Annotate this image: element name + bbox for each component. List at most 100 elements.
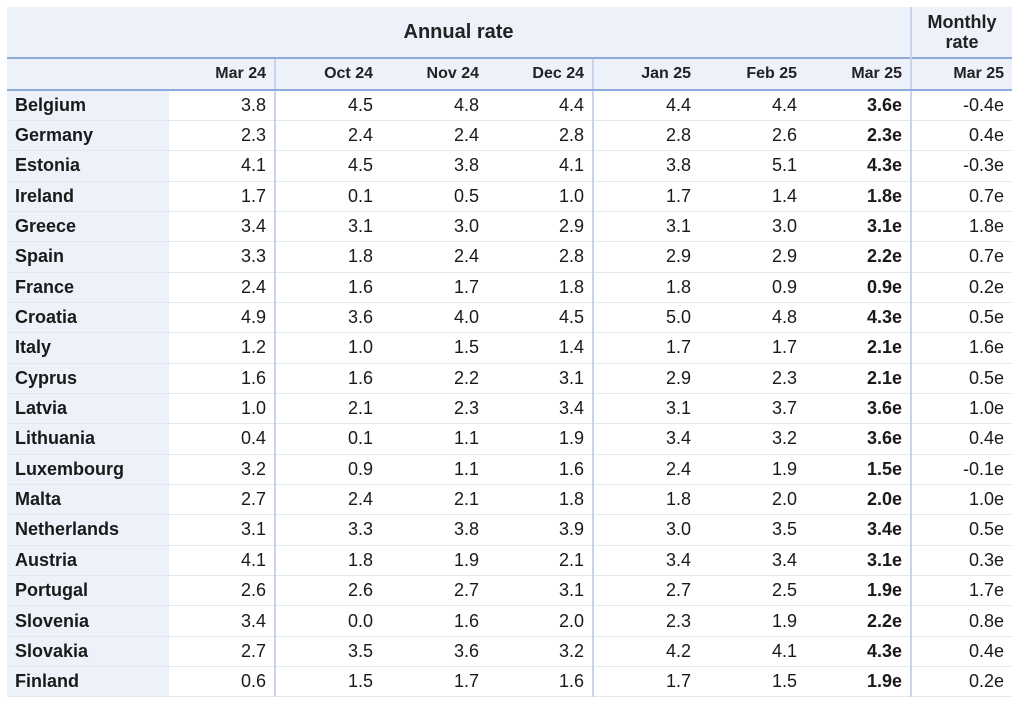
monthly-rate-cell: 0.5e (910, 514, 1013, 546)
country-label: Ireland (7, 181, 169, 212)
country-label: Finland (7, 666, 169, 698)
annual-rate-cell: 1.8 (592, 272, 699, 303)
annual-rate-header: Annual rate (7, 7, 912, 58)
annual-rate-cell: 2.0 (487, 605, 593, 637)
monthly-rate-cell: 0.7e (910, 181, 1013, 212)
monthly-rate-cell: -0.4e (910, 90, 1013, 121)
annual-rate-cell: 4.3e (805, 150, 912, 182)
country-label: Slovakia (7, 636, 169, 668)
annual-rate-cell: 3.1 (592, 211, 699, 243)
annual-rate-cell: 1.0 (487, 181, 593, 212)
annual-rate-cell: 3.6e (805, 90, 912, 121)
monthly-rate-cell: 0.4e (910, 120, 1013, 152)
country-label: Luxembourg (7, 454, 169, 485)
annual-rate-cell: 4.4 (592, 90, 699, 121)
monthly-rate-cell: 0.5e (910, 302, 1013, 334)
annual-rate-cell: 4.5 (274, 150, 381, 182)
annual-rate-cell: 1.6 (274, 272, 381, 303)
monthly-rate-header: Monthly rate (910, 7, 1013, 58)
table-row: Finland 0.6 1.5 1.7 1.6 1.7 1.5 1.9e 0.2e (7, 666, 1013, 698)
annual-rate-cell: 4.1 (699, 636, 805, 668)
table-row: Italy 1.2 1.0 1.5 1.4 1.7 1.7 2.1e 1.6e (7, 332, 1013, 364)
annual-rate-cell: 4.2 (592, 636, 699, 668)
monthly-rate-cell: 0.4e (910, 423, 1013, 455)
annual-rate-cell: 4.3e (805, 636, 912, 668)
annual-rate-cell: 2.1 (487, 545, 593, 577)
annual-rate-cell: 2.2 (381, 363, 487, 394)
annual-rate-cell: 1.0 (169, 393, 275, 425)
annual-rate-cell: 3.7 (699, 393, 805, 425)
annual-rate-cell: 3.1 (487, 575, 593, 607)
annual-rate-cell: 2.4 (274, 120, 381, 152)
table-row: Cyprus 1.6 1.6 2.2 3.1 2.9 2.3 2.1e 0.5e (7, 363, 1013, 394)
annual-rate-cell: 3.1 (169, 514, 275, 546)
annual-rate-cell: 2.4 (592, 454, 699, 485)
annual-rate-cell: 1.9 (699, 605, 805, 637)
monthly-rate-cell: -0.3e (910, 150, 1013, 182)
annual-rate-cell: 1.0 (274, 332, 381, 364)
annual-rate-cell: 4.4 (699, 90, 805, 121)
annual-rate-cell: 2.0e (805, 484, 912, 516)
annual-rate-cell: 3.4 (169, 211, 275, 243)
annual-rate-cell: 3.1 (487, 363, 593, 394)
annual-rate-cell: 3.5 (699, 514, 805, 546)
annual-rate-cell: 1.8e (805, 181, 912, 212)
annual-rate-cell: 3.5 (274, 636, 381, 668)
annual-rate-cell: 2.3e (805, 120, 912, 152)
monthly-rate-header-line1: Monthly (927, 12, 997, 32)
annual-rate-cell: 3.2 (487, 636, 593, 668)
annual-rate-cell: 2.8 (592, 120, 699, 152)
table-row: Luxembourg 3.2 0.9 1.1 1.6 2.4 1.9 1.5e -0.1e (7, 454, 1013, 485)
annual-rate-cell: 3.4 (169, 605, 275, 637)
annual-rate-cell: 3.1 (592, 393, 699, 425)
annual-rate-cell: 0.9 (699, 272, 805, 303)
monthly-rate-cell: 0.2e (910, 272, 1013, 303)
annual-rate-cell: 2.6 (274, 575, 381, 607)
table-row: Germany 2.3 2.4 2.4 2.8 2.8 2.6 2.3e 0.4e (7, 120, 1013, 152)
annual-rate-cell: 3.9 (487, 514, 593, 546)
col-header-mar-25-monthly: Mar 25 (910, 57, 1013, 91)
annual-rate-cell: 2.1e (805, 363, 912, 394)
annual-rate-cell: 1.9 (381, 545, 487, 577)
annual-rate-cell: 4.8 (381, 90, 487, 121)
annual-rate-cell: 2.5 (699, 575, 805, 607)
table-row: Greece 3.4 3.1 3.0 2.9 3.1 3.0 3.1e 1.8e (7, 211, 1013, 243)
monthly-rate-cell: 1.7e (910, 575, 1013, 607)
country-label: Germany (7, 120, 169, 152)
annual-rate-cell: 1.7 (169, 181, 275, 212)
monthly-rate-cell: 1.0e (910, 484, 1013, 516)
annual-rate-cell: 1.7 (592, 181, 699, 212)
annual-rate-cell: 0.6 (169, 666, 275, 698)
country-label: Slovenia (7, 605, 169, 637)
annual-rate-cell: 3.4 (699, 545, 805, 577)
country-label: Cyprus (7, 363, 169, 394)
annual-rate-cell: 1.4 (487, 332, 593, 364)
annual-rate-cell: 2.4 (169, 272, 275, 303)
annual-rate-cell: 2.7 (169, 484, 275, 516)
annual-rate-cell: 1.7 (381, 272, 487, 303)
annual-rate-cell: 4.9 (169, 302, 275, 334)
table-row: Slovenia 3.4 0.0 1.6 2.0 2.3 1.9 2.2e 0.8e (7, 605, 1013, 637)
country-label: Croatia (7, 302, 169, 334)
annual-rate-cell: 2.3 (381, 393, 487, 425)
annual-rate-cell: 1.2 (169, 332, 275, 364)
annual-rate-cell: 1.7 (592, 666, 699, 698)
annual-rate-cell: 1.6 (169, 363, 275, 394)
monthly-rate-header-line2: rate (945, 32, 979, 52)
month-header-row: Mar 24 Oct 24 Nov 24 Dec 24 Jan 25 Feb 2… (7, 57, 1013, 91)
annual-rate-cell: 3.4e (805, 514, 912, 546)
annual-rate-cell: 1.9e (805, 575, 912, 607)
annual-rate-cell: 1.1 (381, 454, 487, 485)
annual-rate-cell: 2.6 (169, 575, 275, 607)
annual-rate-cell: 4.1 (169, 545, 275, 577)
annual-rate-cell: 0.5 (381, 181, 487, 212)
annual-rate-cell: 3.8 (592, 150, 699, 182)
monthly-rate-cell: 0.3e (910, 545, 1013, 577)
annual-rate-cell: 1.7 (381, 666, 487, 698)
annual-rate-cell: 2.1e (805, 332, 912, 364)
annual-rate-cell: 2.4 (381, 120, 487, 152)
annual-rate-cell: 0.9e (805, 272, 912, 303)
annual-rate-cell: 1.7 (699, 332, 805, 364)
country-label: Spain (7, 241, 169, 273)
country-label: Estonia (7, 150, 169, 182)
